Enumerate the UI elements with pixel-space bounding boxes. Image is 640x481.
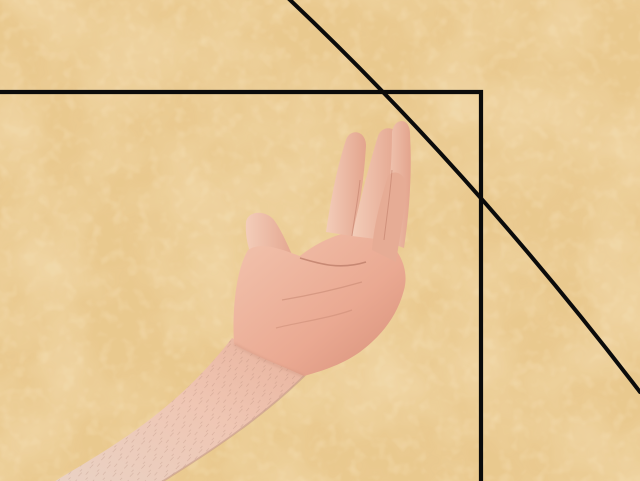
raised-arm	[55, 338, 306, 481]
hand	[233, 121, 411, 378]
arc-curve	[287, 0, 640, 394]
square-outline	[0, 89, 484, 481]
